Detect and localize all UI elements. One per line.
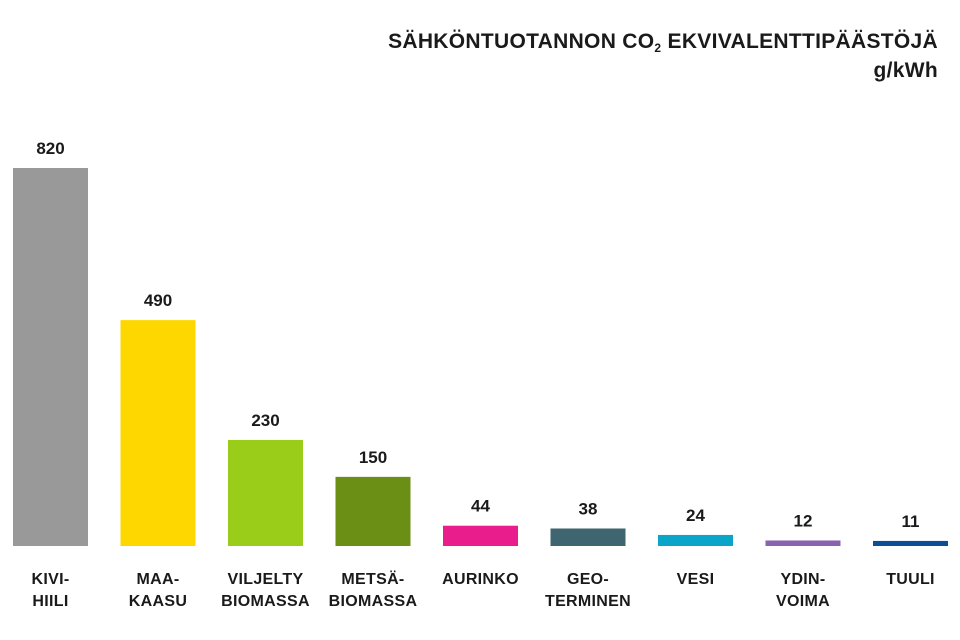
bar-6	[658, 534, 733, 546]
value-label-6: 24	[686, 506, 705, 525]
title-part-1: SÄHKÖNTUOTANNON CO	[388, 30, 655, 53]
category-label-1-line-1: KAASU	[129, 593, 187, 610]
category-label-0-line-1: HIILI	[32, 593, 68, 610]
bar-4	[443, 525, 518, 546]
bar-8	[873, 540, 948, 546]
bar-0	[13, 168, 88, 546]
value-label-8: 11	[902, 512, 920, 531]
bar-1	[120, 320, 196, 546]
chart-title: SÄHKÖNTUOTANNON CO2 EKVIVALENTTIPÄÄSTÖJÄ…	[388, 28, 938, 84]
value-label-2: 230	[251, 411, 279, 430]
bar-2	[228, 439, 303, 546]
category-label-5-line-1: TERMINEN	[545, 593, 631, 610]
category-label-6-line-0: VESI	[677, 571, 715, 588]
category-label-0-line-0: KIVI-	[32, 571, 70, 588]
category-label-1-line-0: MAA-	[137, 571, 180, 588]
chart-title-line-1: SÄHKÖNTUOTANNON CO2 EKVIVALENTTIPÄÄSTÖJÄ	[388, 28, 938, 57]
value-label-0: 820	[36, 139, 64, 158]
bar-3	[335, 476, 411, 546]
bar-7	[765, 540, 841, 546]
bar-5	[550, 528, 626, 546]
chart-unit: g/kWh	[873, 58, 938, 82]
value-label-1: 490	[144, 291, 172, 310]
title-part-2: EKVIVALENTTIPÄÄSTÖJÄ	[661, 30, 938, 53]
category-label-2-line-0: VILJELTY	[228, 571, 304, 588]
category-label-4-line-0: AURINKO	[442, 571, 519, 588]
category-label-2-line-1: BIOMASSA	[221, 593, 310, 610]
value-label-4: 44	[471, 497, 490, 516]
title-subscript: 2	[654, 41, 662, 55]
category-label-8-line-0: TUULI	[886, 571, 935, 588]
value-label-7: 12	[794, 511, 813, 530]
value-label-3: 150	[359, 448, 387, 467]
category-label-3-line-0: METSÄ-	[341, 570, 404, 588]
category-label-3-line-1: BIOMASSA	[329, 593, 418, 610]
value-label-5: 38	[579, 499, 598, 518]
category-label-5-line-0: GEO-	[567, 571, 609, 588]
category-label-7-line-1: VOIMA	[776, 593, 830, 610]
category-label-7-line-0: YDIN-	[780, 571, 825, 588]
